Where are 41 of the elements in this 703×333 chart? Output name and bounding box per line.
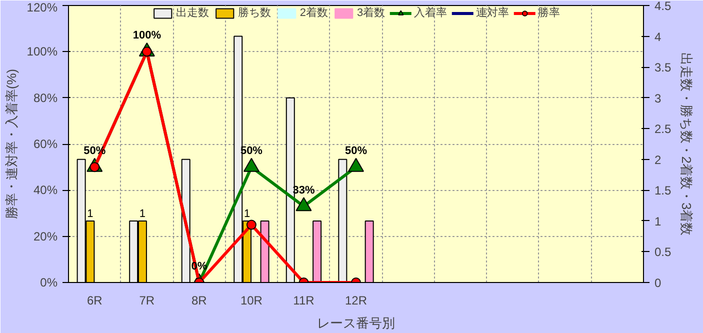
y2-tick-label: 4	[654, 30, 662, 44]
legend-label: 連対率	[476, 6, 510, 20]
y2-axis-title: 出走数・勝ち数・2着数・3着数	[679, 52, 694, 236]
y2-tick-label: 4.5	[654, 0, 672, 13]
y-tick-label: 40%	[33, 183, 58, 198]
data-label: 1	[139, 208, 146, 220]
y-tick-label: 120%	[26, 0, 58, 14]
y-tick-label: 0%	[40, 276, 58, 290]
y2-tick-label: 1.5	[654, 184, 672, 198]
point	[296, 197, 312, 212]
y-tick-label: 20%	[33, 229, 58, 244]
y2-tick-label: 3	[654, 91, 662, 106]
y2-tick-label: 1	[654, 214, 662, 228]
point	[243, 158, 260, 172]
y2-tick-label: 3.5	[654, 60, 672, 75]
x-tick-label: 6R	[86, 294, 103, 308]
y2-tick-label: 0	[654, 276, 662, 290]
legend-label: 3着数	[357, 6, 386, 20]
y2-tick-label: 2	[654, 152, 662, 167]
x-tick-label: 7R	[139, 294, 155, 308]
x-tick-label: 10R	[240, 294, 263, 308]
data-label: 1	[244, 208, 250, 220]
y2-tick-label: 2.5	[654, 122, 672, 136]
data-label: 50%	[344, 145, 368, 158]
y-tick-label: 100%	[26, 44, 58, 59]
legend-label: 勝率	[538, 6, 560, 20]
y-axis-title: 勝率・連対率・入着率(%)	[4, 68, 19, 220]
y-tick-label: 60%	[33, 137, 58, 151]
x-tick-label: 12R	[344, 294, 368, 308]
data-label: 100%	[132, 30, 162, 42]
y-tick-label: 80%	[33, 90, 58, 105]
legend-label: 2着数	[300, 6, 328, 20]
data-label: 1	[87, 208, 94, 220]
x-tick-label: 8R	[192, 294, 208, 308]
legend-label: 勝ち数	[238, 6, 271, 20]
y2-tick-label: 0.5	[654, 245, 672, 260]
legend-label: 出走数	[176, 6, 209, 20]
legend-label: 入着率	[414, 6, 448, 20]
x-tick-label: 11R	[293, 294, 315, 308]
point	[348, 158, 364, 172]
x-axis-title: レース番号別	[317, 316, 395, 330]
